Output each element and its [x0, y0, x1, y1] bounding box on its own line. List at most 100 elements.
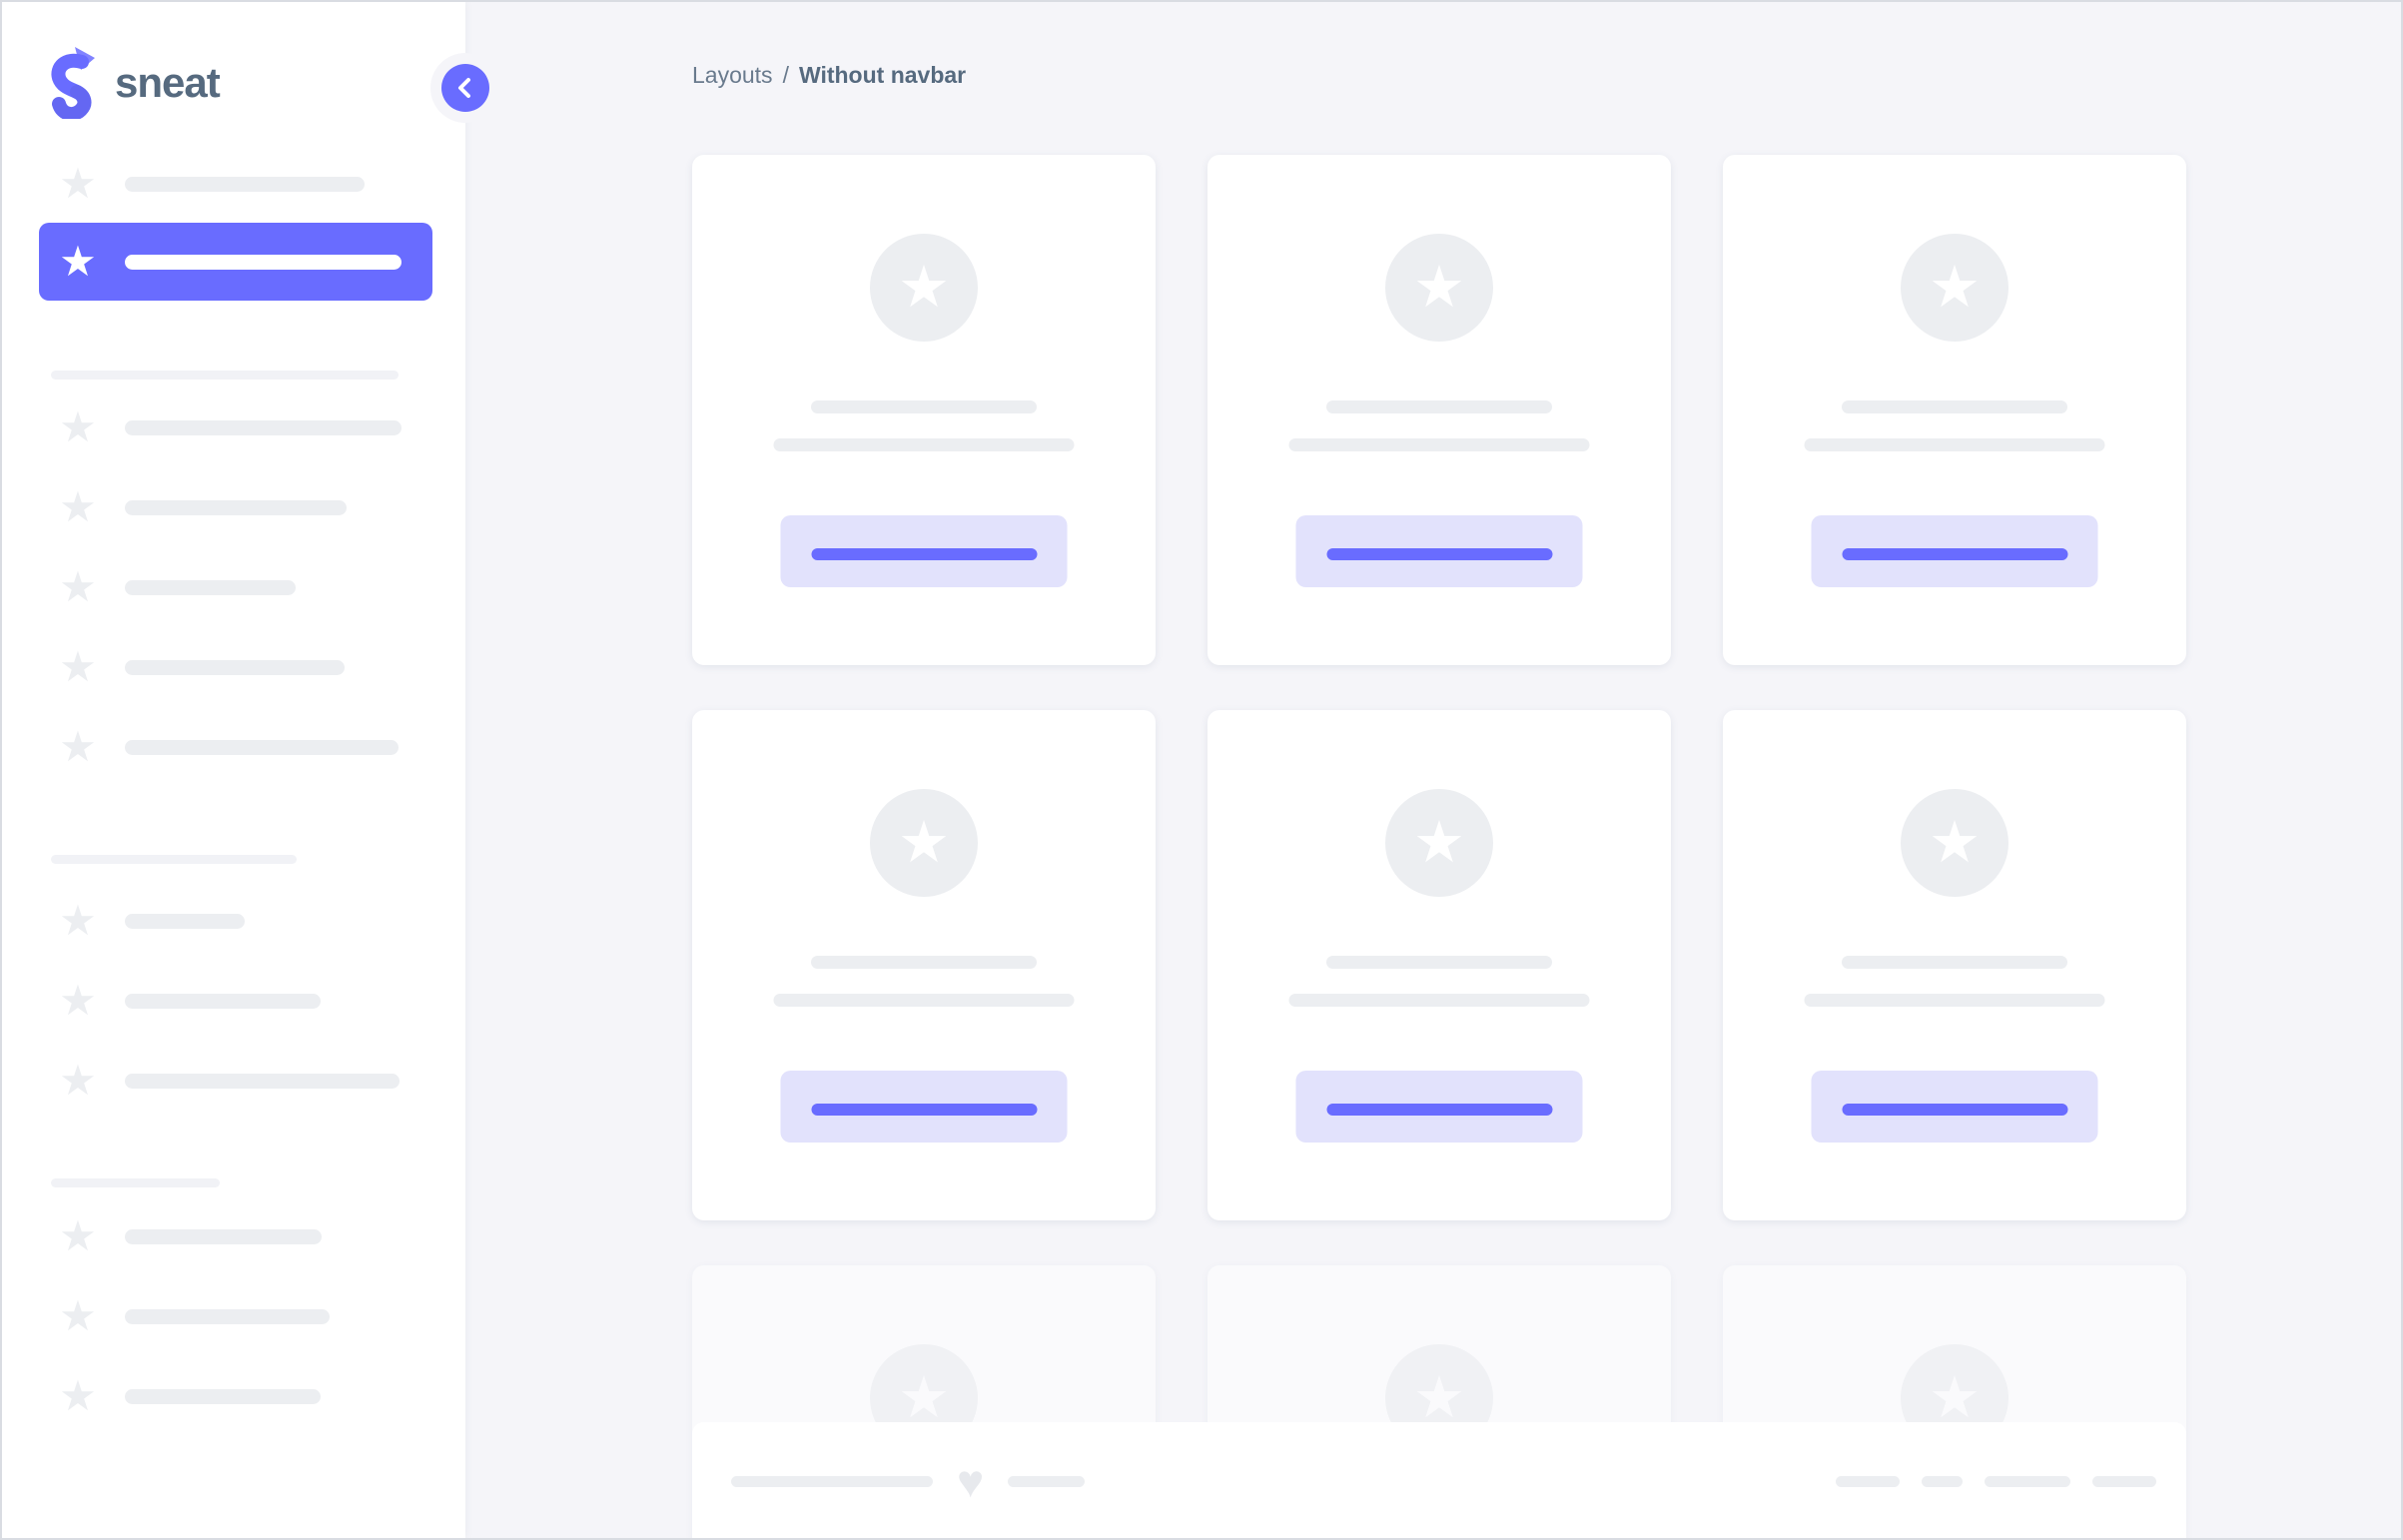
star-icon: ★	[898, 255, 950, 320]
star-icon: ★	[898, 1365, 950, 1430]
button-label-bar	[811, 1104, 1037, 1116]
breadcrumb-current: Without navbar	[798, 62, 967, 88]
card-action-button[interactable]	[1295, 515, 1583, 587]
placeholder-card: ★	[692, 155, 1156, 665]
app-logo[interactable]: sneat	[49, 47, 221, 119]
sidebar-item[interactable]: ★	[39, 628, 432, 706]
star-icon: ★	[59, 1292, 97, 1339]
sneat-logo-icon	[51, 47, 95, 119]
sidebar: sneat ★ ★ ★ ★ ★ ★ ★ ★ ★ ★ ★ ★ ★	[2, 2, 465, 1538]
sidebar-item[interactable]: ★	[39, 1277, 432, 1355]
button-label-bar	[1326, 1104, 1552, 1116]
skeleton-bar	[125, 176, 365, 192]
skeleton-bar	[1288, 438, 1590, 451]
skeleton-bar	[125, 659, 345, 675]
card-avatar-circle: ★	[1385, 789, 1493, 897]
button-label-bar	[1326, 548, 1552, 560]
star-icon: ★	[1929, 1365, 1981, 1430]
sidebar-section-divider	[51, 855, 297, 864]
placeholder-card: ★	[1723, 710, 2186, 1220]
star-icon: ★	[59, 1057, 97, 1104]
skeleton-bar	[1804, 438, 2105, 451]
star-icon: ★	[59, 977, 97, 1024]
footer-right-group	[1836, 1475, 2156, 1487]
skeleton-bar	[773, 994, 1075, 1007]
skeleton-bar	[125, 579, 296, 595]
sidebar-item[interactable]: ★	[39, 145, 432, 223]
star-icon: ★	[59, 643, 97, 690]
chevron-left-icon	[458, 78, 470, 98]
skeleton-bar	[125, 913, 245, 929]
skeleton-bar	[125, 1073, 400, 1089]
card-avatar-circle: ★	[870, 234, 978, 342]
sidebar-item[interactable]: ★	[39, 548, 432, 626]
footer-left-group: ♥	[731, 1455, 1086, 1507]
card-action-button[interactable]	[780, 1071, 1068, 1143]
sidebar-section-divider	[51, 371, 399, 380]
skeleton-bar	[773, 438, 1075, 451]
app-logo-text: sneat	[115, 59, 221, 106]
breadcrumb-link[interactable]: Layouts	[692, 62, 773, 88]
star-icon: ★	[59, 1372, 97, 1419]
sidebar-item[interactable]: ★	[39, 1042, 432, 1120]
skeleton-bar	[1842, 400, 2067, 413]
star-icon: ★	[59, 897, 97, 944]
skeleton-bar	[1326, 400, 1552, 413]
skeleton-bar	[125, 254, 401, 270]
placeholder-card: ★	[1207, 710, 1671, 1220]
footer-skeleton-bar	[1922, 1475, 1963, 1487]
button-label-bar	[811, 548, 1037, 560]
heart-icon: ♥	[957, 1455, 985, 1507]
star-icon: ★	[59, 403, 97, 450]
skeleton-bar	[125, 1308, 330, 1324]
sidebar-item[interactable]: ★	[39, 1197, 432, 1275]
skeleton-bar	[125, 993, 321, 1009]
star-icon: ★	[1413, 255, 1465, 320]
star-icon: ★	[59, 160, 97, 207]
sidebar-item-active[interactable]: ★	[39, 223, 432, 301]
sidebar-section-divider	[51, 1178, 220, 1187]
card-action-button[interactable]	[1295, 1071, 1583, 1143]
skeleton-bar	[125, 1388, 321, 1404]
card-action-button[interactable]	[1811, 515, 2098, 587]
sidebar-item[interactable]: ★	[39, 882, 432, 960]
sidebar-item[interactable]: ★	[39, 388, 432, 466]
menu-collapse-button[interactable]	[430, 53, 500, 123]
skeleton-bar	[125, 499, 347, 515]
breadcrumb: Layouts / Without navbar	[692, 60, 966, 90]
star-icon: ★	[1929, 255, 1981, 320]
footer: ♥	[692, 1422, 2186, 1538]
skeleton-bar	[1326, 956, 1552, 969]
star-icon: ★	[1413, 810, 1465, 875]
skeleton-bar	[811, 956, 1037, 969]
star-icon: ★	[59, 483, 97, 530]
star-icon: ★	[59, 723, 97, 770]
card-action-button[interactable]	[780, 515, 1068, 587]
footer-skeleton-bar	[2092, 1475, 2156, 1487]
star-icon: ★	[59, 563, 97, 610]
sidebar-item[interactable]: ★	[39, 962, 432, 1040]
breadcrumb-separator: /	[782, 62, 789, 88]
placeholder-card: ★	[692, 710, 1156, 1220]
skeleton-bar	[125, 1228, 322, 1244]
star-icon: ★	[898, 810, 950, 875]
placeholder-card: ★	[1723, 155, 2186, 665]
footer-skeleton-bar	[1836, 1475, 1900, 1487]
card-avatar-circle: ★	[1385, 234, 1493, 342]
star-icon: ★	[59, 1212, 97, 1259]
cards-grid: ★ ★ ★ ★ ★ ★ ★ ★ ★	[692, 155, 2186, 1538]
menu-collapse-button-circle	[441, 64, 489, 112]
footer-skeleton-bar	[1985, 1475, 2070, 1487]
skeleton-bar	[125, 419, 401, 435]
star-icon: ★	[1929, 810, 1981, 875]
footer-skeleton-bar	[731, 1475, 933, 1487]
sidebar-item[interactable]: ★	[39, 708, 432, 786]
button-label-bar	[1842, 548, 2067, 560]
card-action-button[interactable]	[1811, 1071, 2098, 1143]
skeleton-bar	[811, 400, 1037, 413]
sidebar-item[interactable]: ★	[39, 1357, 432, 1435]
card-avatar-circle: ★	[1901, 234, 2008, 342]
placeholder-card: ★	[1207, 155, 1671, 665]
sidebar-item[interactable]: ★	[39, 468, 432, 546]
